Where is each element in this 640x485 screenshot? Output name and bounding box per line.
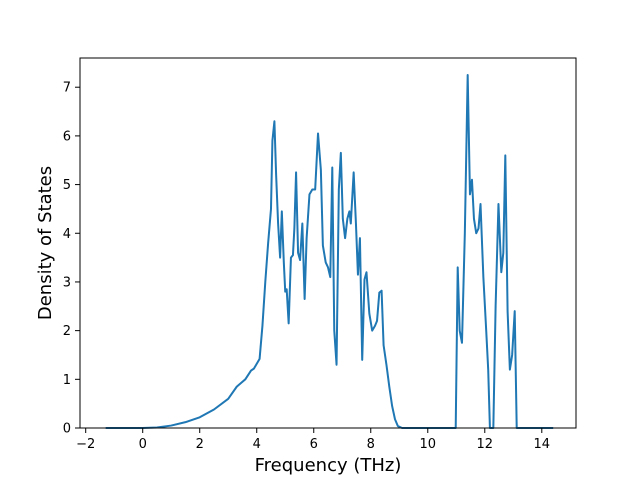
- x-tick-label: 6: [310, 437, 318, 452]
- y-tick-label: 1: [63, 373, 71, 388]
- y-tick-label: 7: [63, 81, 71, 96]
- y-tick-label: 4: [63, 227, 71, 242]
- y-axis-label: Density of States: [35, 166, 56, 320]
- y-tick-label: 3: [63, 275, 71, 290]
- series-line-0: [105, 74, 554, 429]
- y-axis-ticks: 0 1 2 3 4 5 6 7: [63, 81, 80, 437]
- x-tick-label: 8: [367, 437, 375, 452]
- x-axis-label: Frequency (THz): [255, 455, 402, 476]
- x-axis-ticks: −2 0 2 4 6 8 10 12 14: [76, 428, 550, 452]
- y-tick-label: 2: [63, 324, 71, 339]
- x-tick-label: 14: [534, 437, 551, 452]
- plot-frame: [79, 57, 577, 429]
- y-tick-label: 6: [63, 129, 71, 144]
- x-tick-label: 10: [419, 437, 436, 452]
- series-layer: [105, 74, 554, 429]
- x-tick-label: 2: [196, 437, 204, 452]
- x-tick-label: 0: [139, 437, 147, 452]
- x-tick-label: −2: [76, 437, 95, 452]
- y-tick-label: 5: [63, 178, 71, 193]
- y-tick-label: 0: [63, 422, 71, 437]
- x-tick-label: 12: [477, 437, 494, 452]
- x-tick-label: 4: [253, 437, 261, 452]
